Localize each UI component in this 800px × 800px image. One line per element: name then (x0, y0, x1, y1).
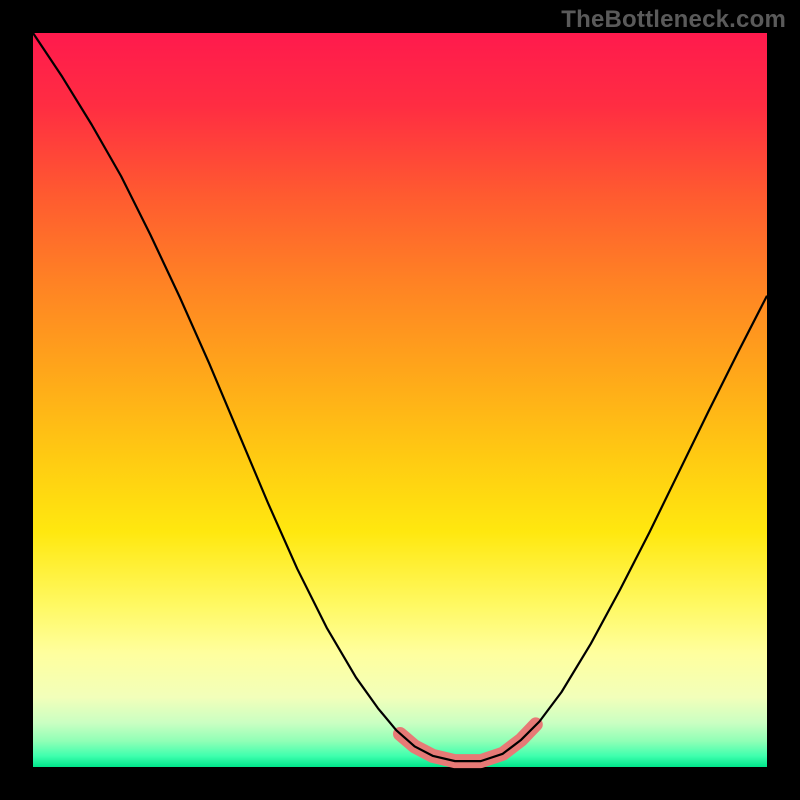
chart-container: TheBottleneck.com (0, 0, 800, 800)
frame-border-right (767, 0, 800, 800)
frame-border-left (0, 0, 33, 800)
watermark-text: TheBottleneck.com (561, 6, 786, 34)
frame-border-bottom (0, 767, 800, 800)
bottleneck-curve-chart (0, 0, 800, 800)
gradient-background (33, 33, 767, 767)
